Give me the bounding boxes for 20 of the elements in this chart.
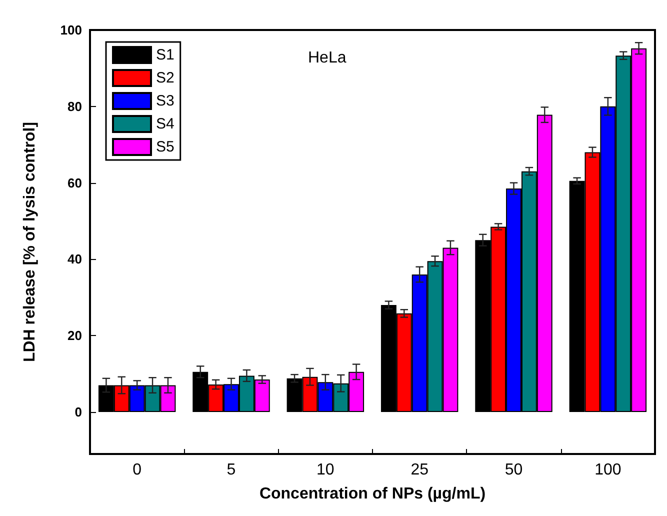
x-tick-label: 0 bbox=[132, 462, 142, 478]
x-axis-title: Concentration of NPs (µg/mL) bbox=[259, 486, 486, 502]
legend-label: S4 bbox=[156, 116, 174, 132]
x-tick-label: 50 bbox=[504, 462, 523, 478]
legend-label: S1 bbox=[156, 46, 174, 64]
x-tick-label: 5 bbox=[226, 462, 236, 478]
annotation: HeLa bbox=[308, 50, 346, 66]
y-axis-title: LDH release [% of lysis control] bbox=[22, 122, 38, 362]
y-tick-label: 80 bbox=[68, 98, 82, 114]
legend-label: S5 bbox=[156, 138, 174, 156]
x-tick-label: 100 bbox=[594, 462, 622, 478]
y-tick-label: 0 bbox=[74, 404, 82, 420]
y-tick-label: 100 bbox=[60, 22, 82, 38]
x-tick-label: 10 bbox=[316, 462, 334, 478]
y-tick-label: 20 bbox=[68, 328, 82, 344]
legend-label: S2 bbox=[156, 70, 174, 86]
y-tick-label: 40 bbox=[68, 252, 82, 267]
legend-label: S3 bbox=[156, 92, 174, 110]
y-tick-label: 60 bbox=[68, 175, 82, 190]
x-tick-label: 25 bbox=[410, 462, 429, 478]
